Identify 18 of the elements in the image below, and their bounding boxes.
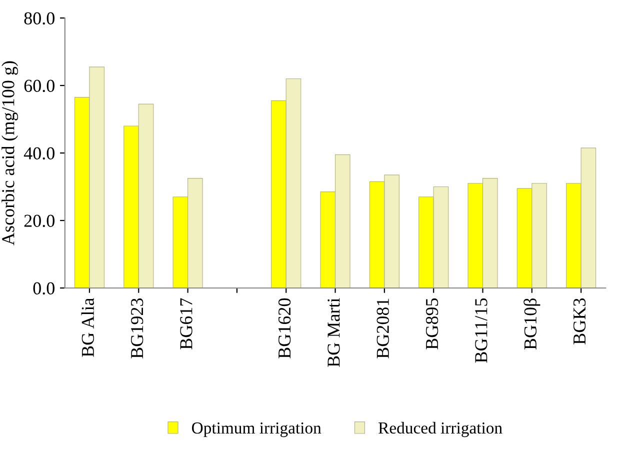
y-tick-label: 20.0: [24, 214, 54, 228]
y-tick-label: 40.0: [24, 147, 54, 160]
y-axis-title: Ascorbic acid (mg/100 g): [2, 61, 18, 246]
legend-label: Reduced irrigation: [378, 422, 502, 438]
y-tick-label: 80.0: [24, 12, 54, 25]
x-tick-label: BG2081: [376, 298, 389, 358]
x-tick-label: BG1620: [278, 298, 291, 358]
x-tick-label: BG617: [180, 298, 192, 350]
y-tick-label: 60.0: [24, 80, 54, 92]
x-tick-label: BG1923: [131, 298, 144, 358]
x-tick-label: BGK3: [573, 298, 586, 344]
x-tick-label: BG895: [426, 298, 438, 350]
x-tick-label: BG Marti: [328, 298, 340, 367]
legend-label: Optimum irrigation: [192, 422, 322, 438]
x-tick-label: BG11/15: [475, 298, 488, 363]
x-tick-label: BG10β: [524, 298, 540, 350]
y-tick-label: 0.0: [33, 282, 54, 295]
x-tick-label: BG Alia: [81, 298, 94, 357]
